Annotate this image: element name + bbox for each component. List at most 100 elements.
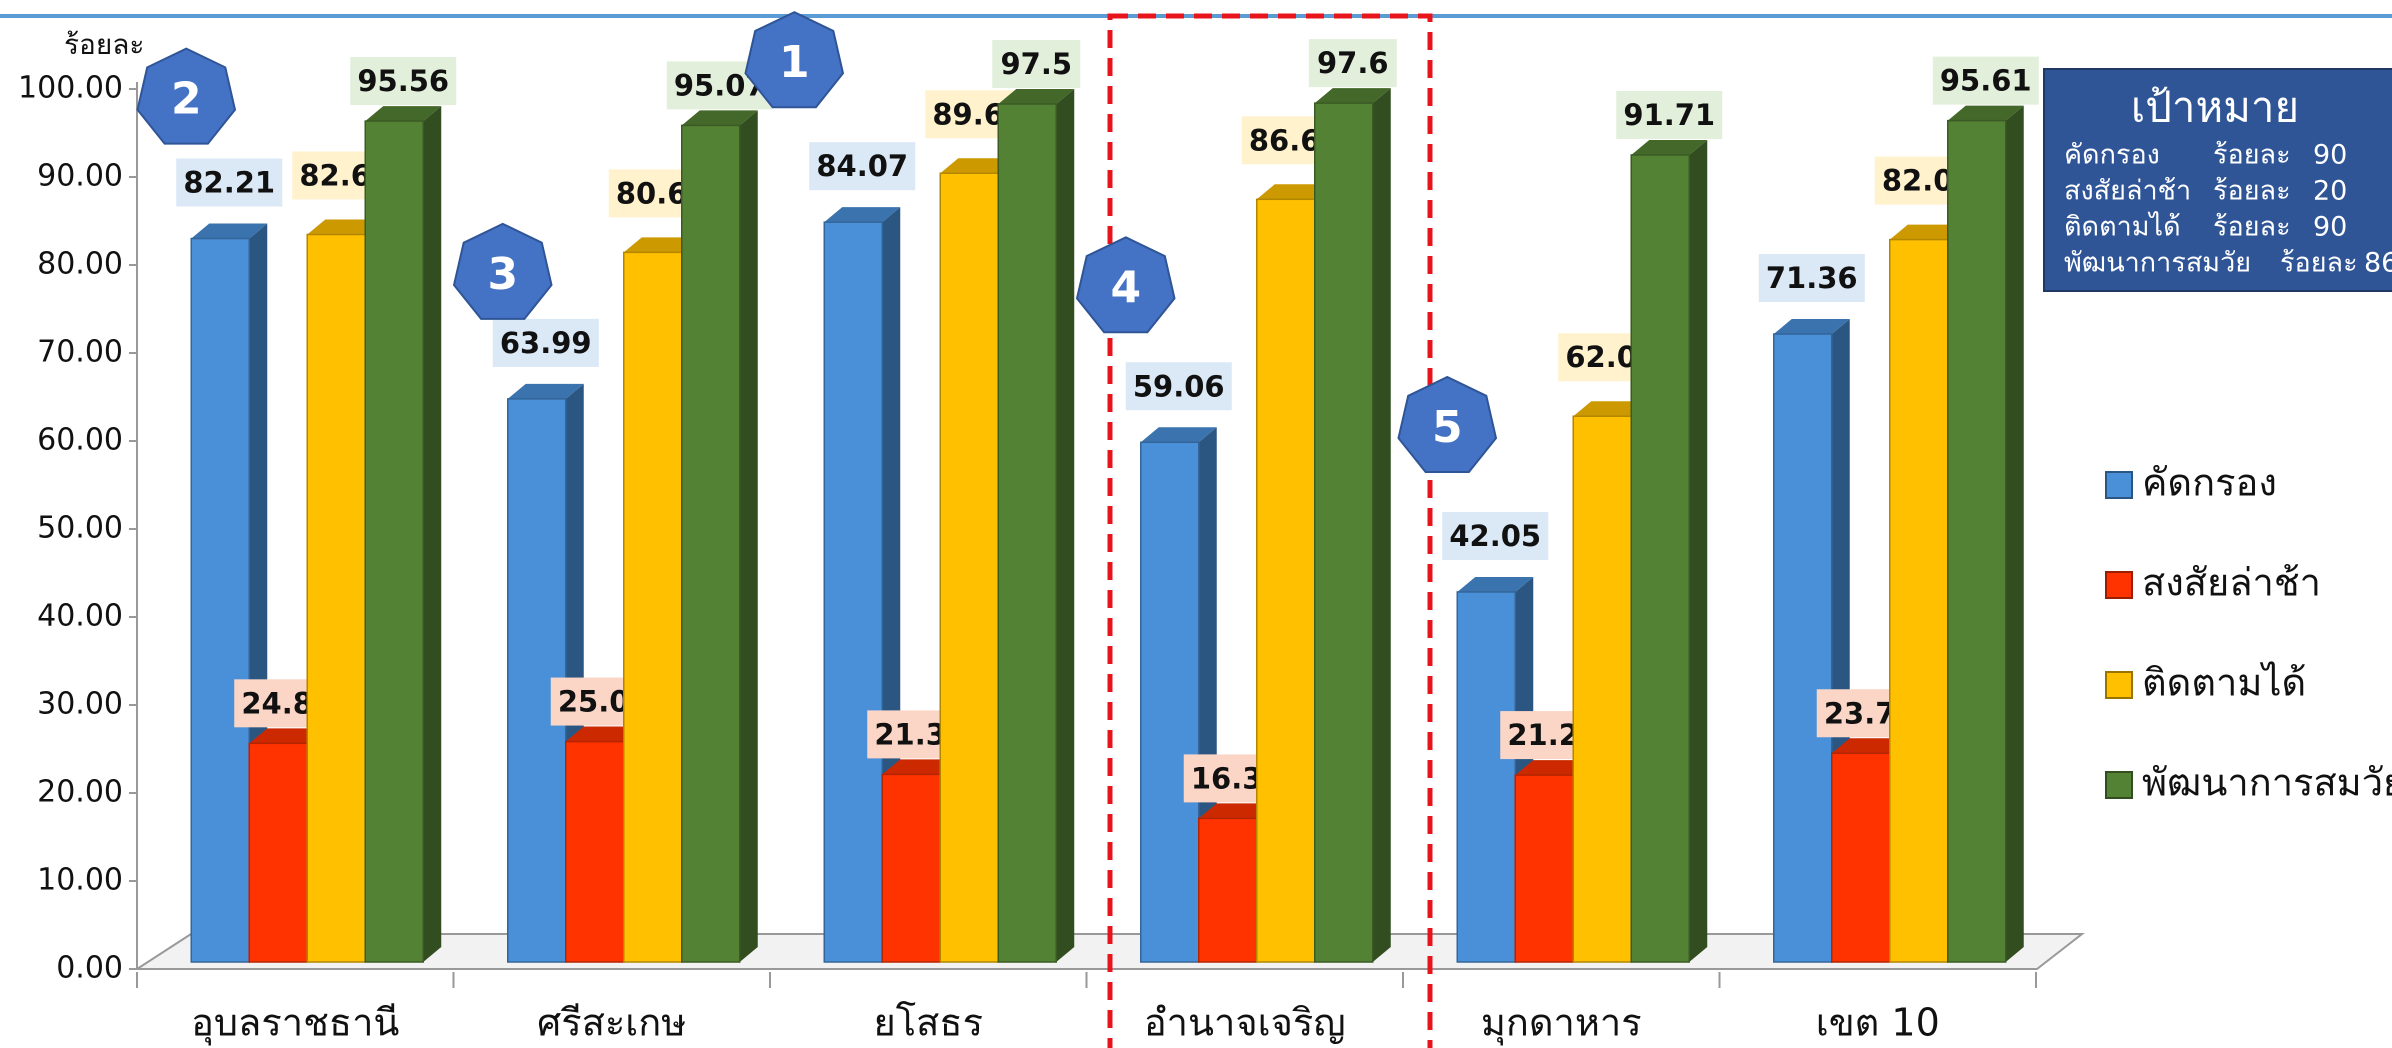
bar — [1456, 591, 1516, 963]
data-label-bg — [176, 158, 283, 207]
rank-badge — [744, 11, 845, 109]
bar-top — [623, 237, 700, 253]
y-tick-label: 70.00 — [37, 335, 123, 370]
legend-swatch — [2105, 771, 2133, 799]
legend-label: สงสัยล่าช้า — [2142, 561, 2321, 605]
y-tick-label: 10.00 — [37, 863, 123, 898]
y-tick-label: 20.00 — [37, 775, 123, 810]
bar-top — [565, 726, 642, 742]
data-label-bg — [1308, 39, 1397, 88]
x-tick-label: ศรีสะเกษ — [537, 1001, 686, 1045]
target-name: พัฒนาการสมวัย — [2064, 248, 2251, 279]
bar-side — [739, 110, 758, 962]
rank-badge — [452, 222, 553, 320]
target-value: 90 — [2313, 212, 2347, 243]
target-value: 20 — [2313, 176, 2347, 207]
legend-label: คัดกรอง — [2142, 461, 2277, 505]
y-tick-label: 0.00 — [56, 951, 123, 986]
bar-top — [1573, 401, 1650, 417]
bar-top — [1140, 427, 1217, 443]
data-label-bg — [992, 40, 1081, 88]
data-label-bg — [1442, 511, 1549, 560]
target-name: สงสัยล่าช้า — [2064, 176, 2191, 207]
x-tick-label: อุบลราชธานี — [191, 1001, 399, 1046]
data-label-bg — [350, 57, 457, 106]
bar — [623, 251, 683, 963]
data-label: 97.5 — [1000, 47, 1072, 81]
bar-top — [681, 110, 758, 126]
data-label: 95.61 — [1940, 64, 2032, 98]
bar — [681, 124, 741, 963]
bar — [190, 237, 250, 963]
bar-top — [1198, 803, 1275, 819]
bar — [1140, 441, 1200, 963]
bar — [1630, 154, 1690, 963]
y-tick-label: 100.00 — [18, 71, 123, 106]
bar-side — [2005, 105, 2024, 962]
target-unit: ร้อยละ — [2213, 140, 2291, 171]
target-value: 86 — [2364, 248, 2392, 279]
bar — [565, 740, 625, 963]
bar-top — [1947, 105, 2024, 121]
x-tick-label: ยโสธร — [874, 1001, 983, 1045]
bar — [248, 742, 308, 963]
bar-top — [882, 759, 959, 775]
bar-top — [1631, 139, 1708, 155]
legend-swatch — [2105, 471, 2133, 499]
bar — [306, 233, 366, 963]
rank-label: 1 — [779, 37, 810, 88]
bar — [1314, 102, 1374, 963]
data-label: 84.07 — [816, 149, 908, 183]
y-tick-label: 50.00 — [37, 511, 123, 546]
bar-top — [1314, 88, 1391, 104]
data-label-bg — [1932, 56, 2039, 105]
data-label-bg — [1125, 362, 1232, 411]
target-name: คัดกรอง — [2064, 140, 2160, 171]
y-tick-label: 90.00 — [37, 159, 123, 194]
rank-label: 2 — [171, 74, 202, 125]
bar-top — [307, 219, 384, 235]
data-label: 71.36 — [1766, 261, 1858, 295]
bar-top — [1889, 224, 1966, 240]
target-box — [2043, 68, 2392, 292]
bar — [1889, 238, 1949, 963]
legend-swatch — [2105, 671, 2133, 699]
bar — [881, 773, 941, 963]
data-label: 82.21 — [183, 166, 275, 200]
rank-label: 3 — [487, 249, 518, 300]
bar-top — [998, 89, 1075, 104]
rank-label: 5 — [1432, 402, 1463, 453]
bar-top — [249, 728, 326, 744]
bar — [1256, 198, 1316, 963]
target-unit: ร้อยละ — [2280, 248, 2358, 279]
data-label: 42.05 — [1449, 519, 1541, 553]
bar-top — [507, 383, 584, 399]
bar-top — [1515, 760, 1592, 776]
bar-top — [1256, 184, 1333, 200]
bar-top — [1773, 319, 1850, 335]
bar-side — [423, 106, 442, 962]
target-unit: ร้อยละ — [2213, 176, 2291, 207]
y-axis-label: ร้อยละ — [64, 28, 144, 61]
bar-side — [1372, 88, 1391, 963]
bar — [823, 221, 883, 963]
y-tick-label: 40.00 — [37, 599, 123, 634]
bar-top — [824, 207, 901, 223]
bar — [939, 172, 999, 963]
y-tick-label: 60.00 — [37, 423, 123, 458]
target-value: 90 — [2313, 140, 2347, 171]
legend-swatch — [2105, 571, 2133, 599]
data-label-bg — [1616, 90, 1723, 139]
target-unit: ร้อยละ — [2213, 212, 2291, 243]
data-label: 63.99 — [500, 326, 592, 360]
data-label: 95.56 — [357, 64, 449, 98]
x-tick-label: เขต 10 — [1816, 1001, 1940, 1045]
bar — [1572, 415, 1632, 963]
bar-top — [940, 158, 1017, 174]
x-tick-label: มุกดาหาร — [1481, 1001, 1642, 1046]
x-tick-label: อำนาจเจริญ — [1144, 1001, 1346, 1045]
data-label-bg — [492, 318, 599, 367]
y-tick-label: 30.00 — [37, 687, 123, 722]
highlight-box — [1107, 13, 1433, 1048]
